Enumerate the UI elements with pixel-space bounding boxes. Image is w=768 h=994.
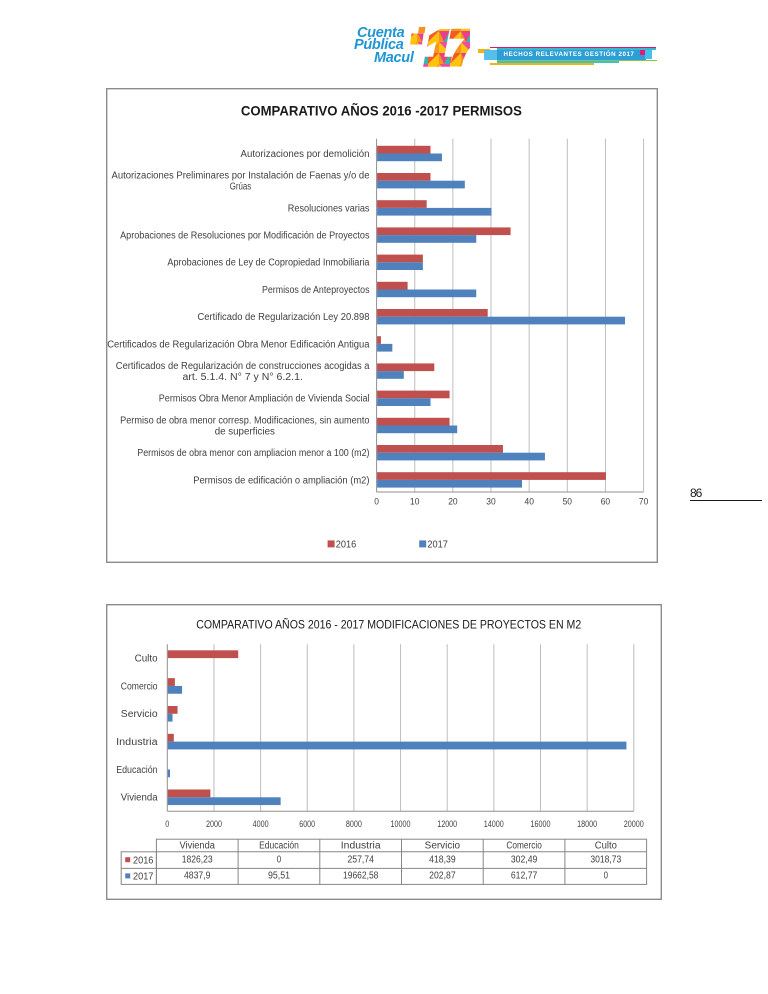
svg-text:202,87: 202,87 bbox=[429, 871, 456, 882]
svg-text:10: 10 bbox=[410, 497, 419, 508]
svg-text:0: 0 bbox=[604, 871, 609, 882]
svg-text:Aprobaciones de Resoluciones p: Aprobaciones de Resoluciones por Modific… bbox=[120, 231, 369, 242]
svg-text:Permisos Obra Menor Ampliación: Permisos Obra Menor Ampliación de Vivien… bbox=[159, 394, 370, 405]
svg-text:0: 0 bbox=[277, 854, 282, 865]
svg-text:Industria: Industria bbox=[116, 737, 158, 748]
svg-text:de superficies: de superficies bbox=[215, 426, 275, 437]
svg-text:302,49: 302,49 bbox=[511, 854, 537, 865]
svg-text:20: 20 bbox=[448, 497, 457, 508]
svg-text:COMPARATIVO AÑOS 2016 -2017 PE: COMPARATIVO AÑOS 2016 -2017 PERMISOS bbox=[241, 102, 522, 119]
svg-text:4000: 4000 bbox=[253, 819, 269, 829]
svg-text:Culto: Culto bbox=[595, 841, 618, 852]
svg-text:257,74: 257,74 bbox=[347, 854, 374, 865]
svg-text:17: 17 bbox=[425, 23, 470, 71]
svg-text:40: 40 bbox=[525, 497, 534, 508]
svg-text:6000: 6000 bbox=[299, 819, 315, 829]
svg-text:60: 60 bbox=[601, 497, 610, 508]
svg-text:art. 5.1.4. N° 7 y N° 6.2.1.: art. 5.1.4. N° 7 y N° 6.2.1. bbox=[183, 372, 303, 383]
svg-text:Servicio: Servicio bbox=[425, 841, 461, 852]
svg-text:3018,73: 3018,73 bbox=[590, 854, 621, 865]
svg-text:2000: 2000 bbox=[206, 819, 222, 829]
svg-text:Grúas: Grúas bbox=[230, 182, 252, 193]
svg-text:14000: 14000 bbox=[484, 819, 504, 829]
svg-text:20000: 20000 bbox=[624, 819, 644, 829]
svg-text:Industria: Industria bbox=[341, 841, 381, 852]
svg-text:Certificado de Regularización: Certificado de Regularización Ley 20.898 bbox=[198, 312, 371, 323]
svg-text:Permisos de edificación o ampl: Permisos de edificación o ampliación (m2… bbox=[193, 475, 369, 486]
svg-text:95,51: 95,51 bbox=[268, 871, 290, 882]
svg-text:8000: 8000 bbox=[346, 819, 362, 829]
svg-text:1826,23: 1826,23 bbox=[182, 854, 213, 865]
svg-text:Resoluciones varias: Resoluciones varias bbox=[288, 203, 370, 214]
svg-text:Educación: Educación bbox=[259, 841, 299, 852]
svg-text:12000: 12000 bbox=[437, 819, 457, 829]
svg-text:Certificados de Regularización: Certificados de Regularización de constr… bbox=[116, 361, 370, 372]
svg-text:Permiso de obra menor corresp.: Permiso de obra menor corresp. Modificac… bbox=[120, 415, 370, 426]
svg-text:2016: 2016 bbox=[133, 855, 154, 866]
svg-text:2016: 2016 bbox=[336, 540, 357, 551]
svg-text:Autorizaciones Preliminares po: Autorizaciones Preliminares por Instalac… bbox=[112, 171, 371, 182]
svg-text:Comercio: Comercio bbox=[506, 841, 542, 852]
svg-text:Comercio: Comercio bbox=[121, 681, 158, 692]
svg-text:Vivienda: Vivienda bbox=[121, 793, 158, 804]
svg-text:4837,9: 4837,9 bbox=[184, 871, 211, 882]
svg-text:Permisos de obra menor con amp: Permisos de obra menor con ampliacion me… bbox=[137, 448, 369, 459]
svg-text:2017: 2017 bbox=[133, 872, 154, 883]
svg-text:70: 70 bbox=[639, 497, 648, 508]
svg-text:Servicio: Servicio bbox=[121, 709, 158, 720]
svg-text:Aprobaciones de Ley de Copropi: Aprobaciones de Ley de Copropiedad Inmob… bbox=[167, 258, 370, 269]
svg-text:19662,58: 19662,58 bbox=[343, 871, 379, 882]
svg-text:612,77: 612,77 bbox=[511, 871, 537, 882]
svg-text:16000: 16000 bbox=[531, 819, 551, 829]
svg-text:COMPARATIVO AÑOS 2016 - 2017 M: COMPARATIVO AÑOS 2016 - 2017 MODIFICACIO… bbox=[196, 619, 581, 632]
svg-text:0: 0 bbox=[374, 497, 379, 508]
svg-text:Autorizaciones por demolición: Autorizaciones por demolición bbox=[241, 149, 370, 160]
svg-text:2017: 2017 bbox=[427, 540, 448, 551]
svg-text:30: 30 bbox=[486, 497, 495, 508]
svg-text:418,39: 418,39 bbox=[429, 854, 456, 865]
svg-text:50: 50 bbox=[563, 497, 572, 508]
svg-text:Certificados de Regularización: Certificados de Regularización Obra Meno… bbox=[107, 339, 370, 350]
svg-text:Permisos de Anteproyectos: Permisos de Anteproyectos bbox=[262, 285, 370, 296]
svg-text:Vivienda: Vivienda bbox=[180, 841, 216, 852]
svg-text:10000: 10000 bbox=[391, 819, 411, 829]
svg-text:0: 0 bbox=[165, 819, 169, 829]
svg-text:Educación: Educación bbox=[116, 765, 157, 776]
svg-text:18000: 18000 bbox=[577, 819, 597, 829]
svg-text:Culto: Culto bbox=[135, 654, 158, 665]
